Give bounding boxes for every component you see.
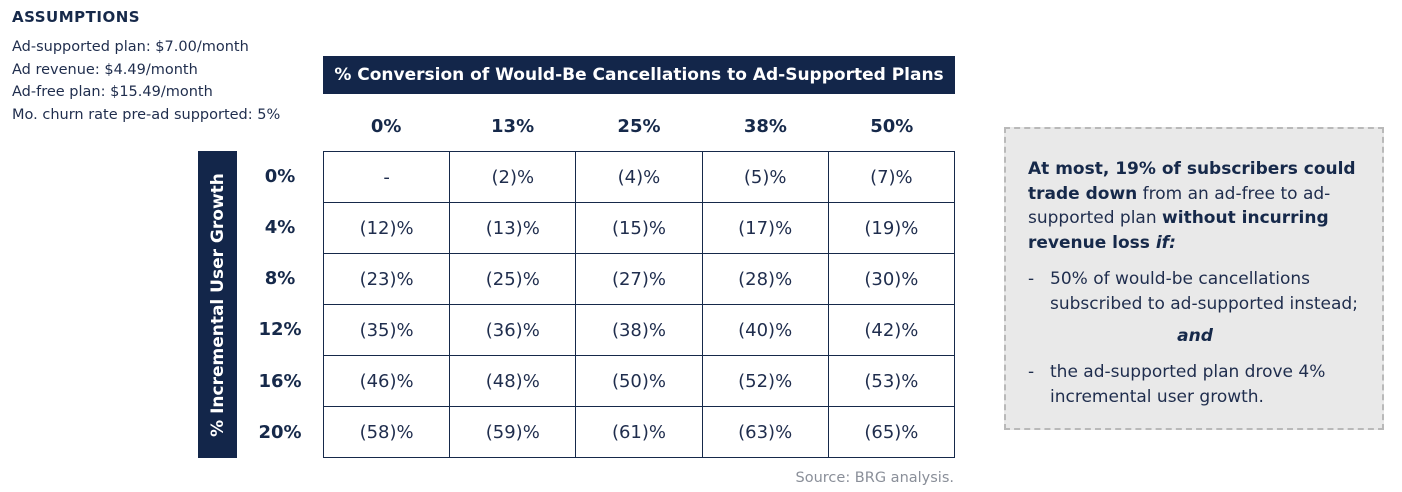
callout-headline-segment: without incurring revenue loss [1028, 208, 1329, 253]
table-cell: (2)% [449, 151, 577, 203]
assumptions-title: ASSUMPTIONS [12, 8, 141, 26]
column-label: 38% [743, 116, 787, 137]
table-row: (58)% (59)% (61)% (63)% (65)% [322, 406, 956, 458]
row-label: 8% [264, 268, 296, 290]
table-cell: - [322, 151, 451, 203]
bullet-dash: - [1028, 269, 1035, 289]
table-cell: (61)% [575, 406, 703, 458]
source-note: Source: BRG analysis. [795, 470, 954, 486]
row-label: 12% [258, 319, 302, 341]
assumption-ad-supported-plan: Ad-supported plan: $7.00/month [12, 39, 249, 55]
table-row: (23)% (25)% (27)% (28)% (30)% [322, 253, 956, 305]
callout-bullet-text: 50% of would-be cancellations subscribed… [1050, 269, 1358, 314]
column-header: % Conversion of Would-Be Cancellations t… [323, 56, 955, 94]
table-cell: (50)% [575, 355, 703, 407]
assumption-ad-free-plan: Ad-free plan: $15.49/month [12, 84, 213, 100]
table-cell: (27)% [575, 253, 703, 305]
assumption-ad-revenue: Ad revenue: $4.49/month [12, 61, 198, 78]
column-label: 0% [370, 116, 402, 137]
table-cell: (25)% [449, 253, 577, 305]
table-cell: (42)% [827, 304, 956, 356]
row-header-label: % Incremental User Growth [207, 172, 228, 437]
table-row: (35)% (36)% (38)% (40)% (42)% [322, 304, 956, 356]
callout-headline: At most, 19% of subscribers could trade … [1028, 157, 1362, 255]
table-cell: (38)% [575, 304, 703, 356]
table-cell: (35)% [322, 304, 451, 356]
table-cell: (5)% [701, 151, 829, 203]
table-cell: (19)% [827, 202, 956, 254]
table-cell: (58)% [322, 406, 451, 458]
table-cell: (46)% [322, 355, 451, 407]
column-label: 25% [617, 116, 661, 137]
row-label: 4% [264, 217, 296, 239]
callout-headline-segment: if: [1149, 232, 1176, 253]
row-label: 20% [258, 421, 302, 443]
table-cell: (59)% [449, 406, 577, 458]
column-label: 13% [491, 116, 535, 137]
table-cell: (13)% [449, 202, 577, 254]
callout-box: At most, 19% of subscribers could trade … [1004, 127, 1384, 430]
column-labels: 0% 13% 25% 38% 50% [323, 110, 955, 144]
table-cell: (40)% [701, 304, 829, 356]
table-cell: (7)% [827, 151, 956, 203]
callout-headline-segment: from an ad-free to ad-supported plan [1028, 183, 1331, 229]
sensitivity-table: - (2)% (4)% (5)% (7)% (12)% (13)% (15)% (17)% (19… [322, 151, 956, 458]
row-label: 16% [258, 370, 302, 392]
table-cell: (48)% [449, 355, 577, 407]
table-cell: (28)% [701, 253, 829, 305]
table-cell: (36)% [449, 304, 577, 356]
table-cell: (30)% [827, 253, 956, 305]
assumption-churn-rate: Mo. churn rate pre-ad supported: 5% [12, 106, 281, 123]
table-row: - (2)% (4)% (5)% (7)% [322, 151, 956, 203]
callout-bullet-text: the ad-supported plan drove 4% increment… [1050, 362, 1326, 407]
callout-bullet: - 50% of would-be cancellations subscrib… [1028, 267, 1362, 316]
table-row: (12)% (13)% (15)% (17)% (19)% [322, 202, 956, 254]
table-cell: (53)% [827, 355, 956, 407]
table-cell: (4)% [575, 151, 703, 203]
table-cell: (23)% [322, 253, 451, 305]
row-header: % Incremental User Growth [198, 151, 237, 458]
assumptions-panel: ASSUMPTIONS Ad-supported plan: $7.00/mon… [12, 8, 280, 126]
table-cell: (65)% [827, 406, 956, 458]
table-cell: (12)% [322, 202, 451, 254]
callout-headline-segment: At most, 19% of subscribers could trade … [1028, 159, 1356, 204]
table-cell: (15)% [575, 202, 703, 254]
table-cell: (63)% [701, 406, 829, 458]
callout-bullet: - the ad-supported plan drove 4% increme… [1028, 360, 1362, 409]
callout-connector: and [1177, 326, 1213, 346]
table-cell: (52)% [701, 355, 829, 407]
row-labels: 0% 4% 8% 12% 16% 20% [248, 151, 312, 458]
bullet-dash: - [1028, 362, 1035, 382]
column-label: 50% [870, 116, 914, 137]
table-cell: (17)% [701, 202, 829, 254]
table-row: (46)% (48)% (50)% (52)% (53)% [322, 355, 956, 407]
row-label: 0% [264, 166, 296, 187]
